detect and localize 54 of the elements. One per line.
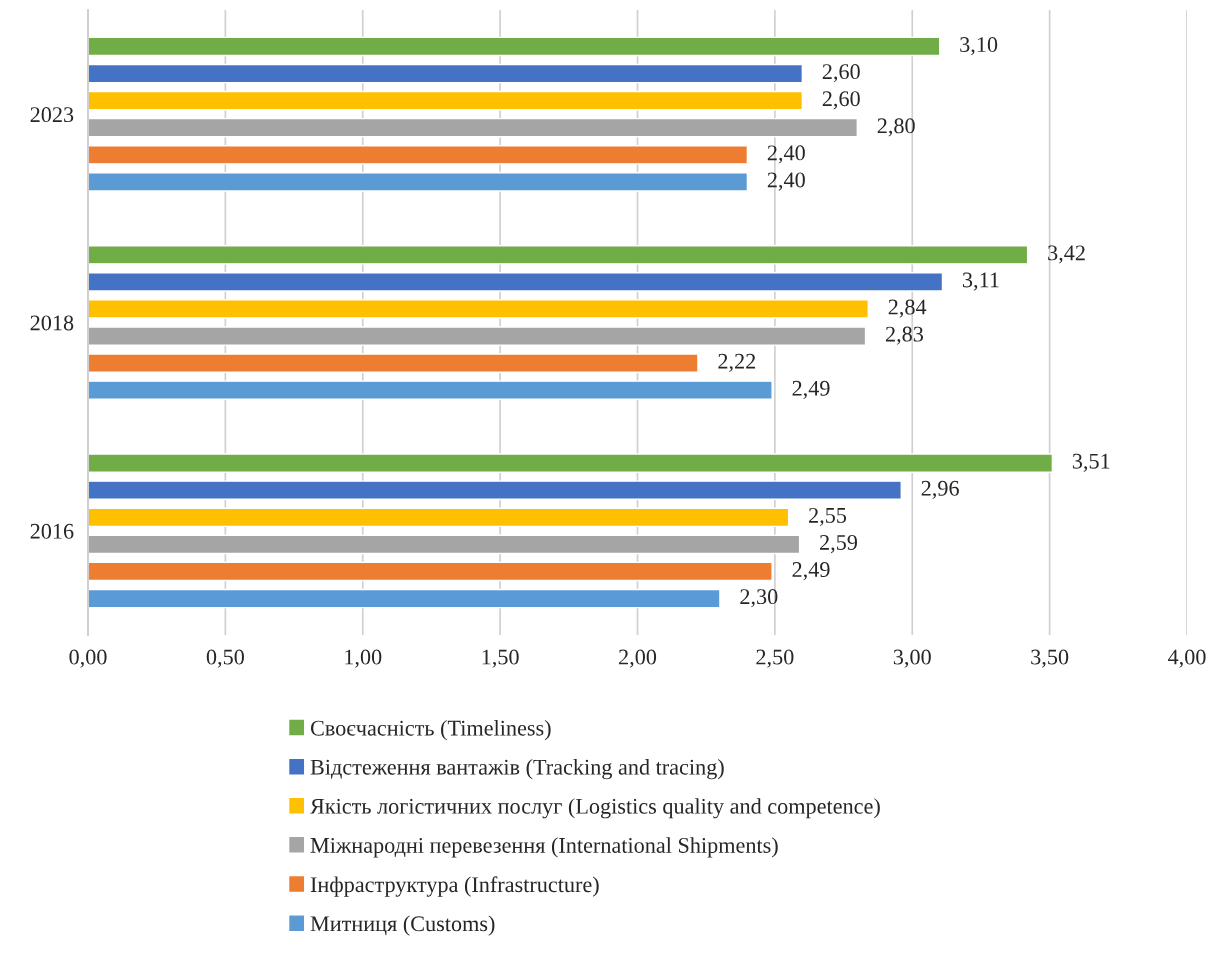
data-label: 2,60 <box>822 64 860 83</box>
y-tick-label: 2023 <box>30 107 74 123</box>
bar <box>88 36 941 57</box>
x-tick-label: 1,50 <box>482 649 519 668</box>
data-label: 2,30 <box>740 589 778 608</box>
bar <box>88 245 1029 265</box>
data-label: 2,49 <box>792 380 830 399</box>
bar <box>88 534 801 555</box>
bar <box>88 90 804 111</box>
bar <box>88 272 944 292</box>
data-label: 2,40 <box>767 172 805 191</box>
bar <box>88 172 749 192</box>
x-tick-label: 4,00 <box>1167 649 1206 668</box>
data-label: 2,22 <box>718 353 756 372</box>
legend-label: Якість логістичних послуг (Logistics quality and competence) <box>310 798 880 819</box>
x-tick-label: 2,50 <box>756 649 794 668</box>
bar <box>88 353 699 373</box>
bar <box>88 480 902 500</box>
bar <box>88 145 749 165</box>
data-label: 2,80 <box>877 118 915 137</box>
data-label: 3,51 <box>1072 453 1110 472</box>
legend-label: Інфраструктура (Infrastructure) <box>310 876 599 897</box>
bar <box>88 588 721 609</box>
data-label: 3,10 <box>960 37 998 56</box>
legend-label: Митниця (Customs) <box>310 915 495 936</box>
bar <box>88 453 1054 473</box>
data-label: 3,11 <box>962 272 999 291</box>
data-label: 2,59 <box>820 535 858 554</box>
data-label: 2,96 <box>921 480 959 499</box>
bar <box>88 299 869 319</box>
legend-label: Міжнародні перевезення (International Shipments) <box>310 837 778 858</box>
data-label: 2,40 <box>767 145 805 164</box>
bar <box>88 326 867 346</box>
bar <box>88 117 858 138</box>
legend-label: Відстеження вантажів (Tracking and tracing) <box>310 759 724 780</box>
data-label: 2,49 <box>792 562 830 581</box>
data-label: 3,42 <box>1048 245 1085 264</box>
x-tick-label: 2,00 <box>619 649 657 668</box>
x-tick-label: 1,00 <box>345 649 382 668</box>
legend-label: Своєчасність (Timeliness) <box>310 720 551 741</box>
data-label: 2,84 <box>888 299 927 318</box>
data-label: 2,83 <box>885 326 924 345</box>
bar <box>88 561 773 582</box>
bar <box>88 63 804 84</box>
data-label: 2,55 <box>809 507 847 527</box>
bar <box>88 380 773 400</box>
data-label: 2,60 <box>822 91 860 110</box>
y-tick-label: 2018 <box>30 315 74 331</box>
x-tick-label: 3,50 <box>1031 649 1069 668</box>
y-tick-label: 2016 <box>30 523 74 539</box>
x-tick-label: 0,00 <box>69 649 107 668</box>
x-tick-label: 3,00 <box>893 649 931 668</box>
x-tick-label: 0,50 <box>206 649 244 668</box>
bar <box>88 507 790 528</box>
